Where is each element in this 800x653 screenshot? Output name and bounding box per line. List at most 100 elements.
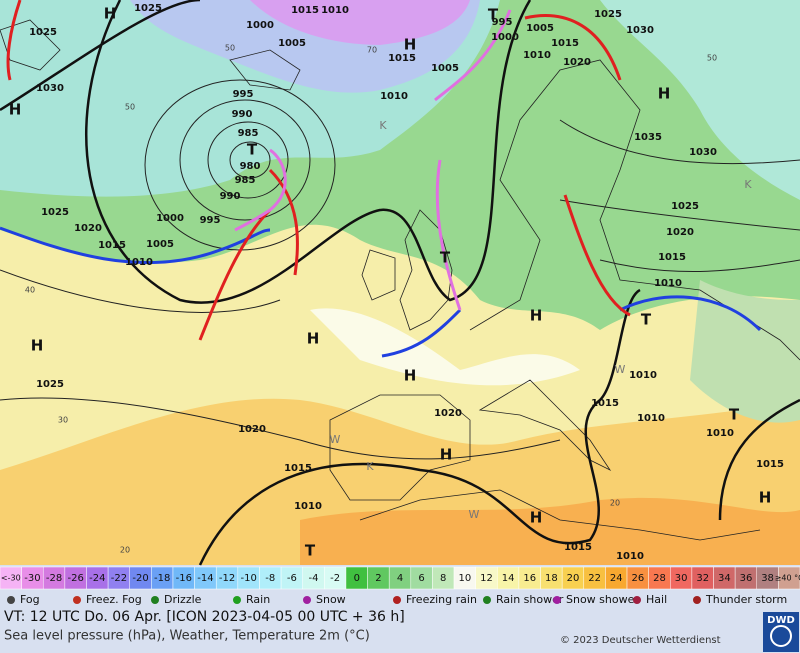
pressure-label: 1025 [29, 27, 57, 38]
pressure-center: H [404, 36, 417, 54]
scale-label: 14 [502, 573, 515, 584]
isobar-bold [198, 288, 641, 566]
pressure-label: 1030 [626, 25, 654, 36]
scale-label: -8 [265, 573, 275, 584]
cold-front [0, 226, 271, 265]
pressure-label: 1010 [629, 370, 657, 381]
scale-label: -28 [46, 573, 62, 584]
scale-label: 20 [567, 573, 580, 584]
scale-label: 24 [610, 573, 623, 584]
pressure-label: 1015 [564, 542, 592, 553]
pressure-label: 1025 [134, 3, 162, 14]
pressure-label: 1000 [156, 213, 184, 224]
isobar [207, 121, 289, 199]
pressure-label: 1000 [246, 20, 274, 31]
pressure-label: 1010 [654, 278, 682, 289]
isobar-bold [0, 0, 201, 112]
scale-label: 28 [653, 573, 666, 584]
legend-label: Freezing rain [406, 593, 477, 606]
minor-mark: W [615, 363, 626, 376]
isobar [0, 269, 281, 313]
isobar-bold [718, 398, 800, 521]
legend-icon [393, 596, 401, 604]
scale-label: 8 [440, 573, 446, 584]
scale-label: -12 [219, 573, 235, 584]
warm-front [6, 0, 22, 81]
minor-mark: K [744, 178, 752, 191]
pressure-center: H [440, 446, 453, 464]
warm-front [198, 208, 272, 341]
cool-field-east [600, 0, 800, 200]
warm-front [268, 168, 299, 276]
occluded-front [435, 159, 462, 311]
scale-label: 10 [458, 573, 471, 584]
pressure-label: 1005 [278, 38, 306, 49]
pressure-center: H [759, 489, 772, 507]
pressure-label: 1020 [74, 223, 102, 234]
pressure-label: 1010 [637, 413, 665, 424]
pressure-center: H [9, 101, 22, 119]
pressure-label: 1010 [321, 5, 349, 16]
minor-mark: K [366, 460, 374, 473]
pressure-label: 1010 [523, 50, 551, 61]
pressure-center: T [641, 311, 652, 329]
temperature-label: 70 [367, 46, 377, 55]
hot-south [300, 497, 800, 565]
pressure-center: T [440, 249, 451, 267]
isobar [0, 397, 561, 460]
copyright: © 2023 Deutscher Wetterdienst [560, 635, 721, 646]
scale-label: -24 [89, 573, 105, 584]
pressure-label: 1010 [125, 257, 153, 268]
pressure-label: 1035 [634, 132, 662, 143]
pressure-label: 985 [238, 128, 259, 139]
legend-icon [483, 596, 491, 604]
pressure-label: 1010 [616, 551, 644, 562]
scale-label: -4 [309, 573, 319, 584]
description: Sea level pressure (hPa), Weather, Tempe… [4, 629, 370, 644]
pressure-label: 1010 [294, 501, 322, 512]
pressure-center: T [488, 6, 499, 24]
pressure-label: 990 [220, 191, 241, 202]
legend-icon [693, 596, 701, 604]
scale-label: -14 [197, 573, 213, 584]
pressure-label: 995 [492, 17, 513, 28]
pressure-center: H [307, 330, 320, 348]
legend-icon [553, 596, 561, 604]
pressure-center: H [404, 367, 417, 385]
isobar [179, 99, 311, 221]
scale-label: -22 [111, 573, 127, 584]
coastline-iceland [229, 49, 301, 91]
occluded-front [434, 9, 512, 102]
pressure-label: 1025 [671, 201, 699, 212]
scale-label: 26 [631, 573, 644, 584]
pressure-label: 1015 [98, 240, 126, 251]
pressure-label: 1015 [291, 5, 319, 16]
scale-label: -6 [287, 573, 297, 584]
scale-label: 36 [740, 573, 753, 584]
isobar [229, 141, 271, 179]
pressure-label: 1015 [551, 38, 579, 49]
scale-label: 2 [375, 573, 381, 584]
isobars [0, 0, 800, 566]
legend-icon [7, 596, 15, 604]
pressure-label: 1015 [756, 459, 784, 470]
scale-label: -18 [154, 573, 170, 584]
pressure-label: 1005 [526, 23, 554, 34]
pressure-label: 1015 [388, 53, 416, 64]
scale-above-label: ≥40 °C [775, 574, 800, 583]
pressure-label: 1030 [36, 83, 64, 94]
pressure-label: 1020 [238, 424, 266, 435]
scale-label: 38 [761, 573, 774, 584]
temperature-label: 40 [25, 286, 35, 295]
scale-label: 34 [718, 573, 731, 584]
pressure-label: 1020 [666, 227, 694, 238]
isobar [559, 119, 800, 165]
scale-label: 30 [675, 573, 688, 584]
legend-label: Fog [20, 593, 40, 606]
legend-label: Drizzle [164, 593, 202, 606]
legend-icon [73, 596, 81, 604]
legend-label: Rain shower [496, 593, 564, 606]
temperature-label: 30 [58, 416, 68, 425]
pressure-label: 1005 [146, 239, 174, 250]
